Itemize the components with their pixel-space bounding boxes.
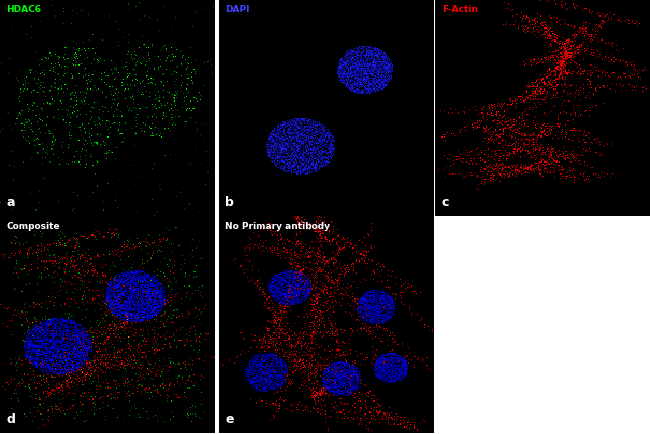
- Text: No Primary antibody: No Primary antibody: [225, 222, 330, 231]
- Text: F-Actin: F-Actin: [442, 5, 478, 14]
- Text: Composite: Composite: [6, 222, 60, 231]
- Text: e: e: [225, 413, 233, 426]
- Text: c: c: [442, 196, 449, 209]
- Text: a: a: [6, 196, 15, 209]
- Text: b: b: [225, 196, 234, 209]
- Text: DAPI: DAPI: [225, 5, 250, 14]
- Text: d: d: [6, 413, 16, 426]
- Text: HDAC6: HDAC6: [6, 5, 42, 14]
